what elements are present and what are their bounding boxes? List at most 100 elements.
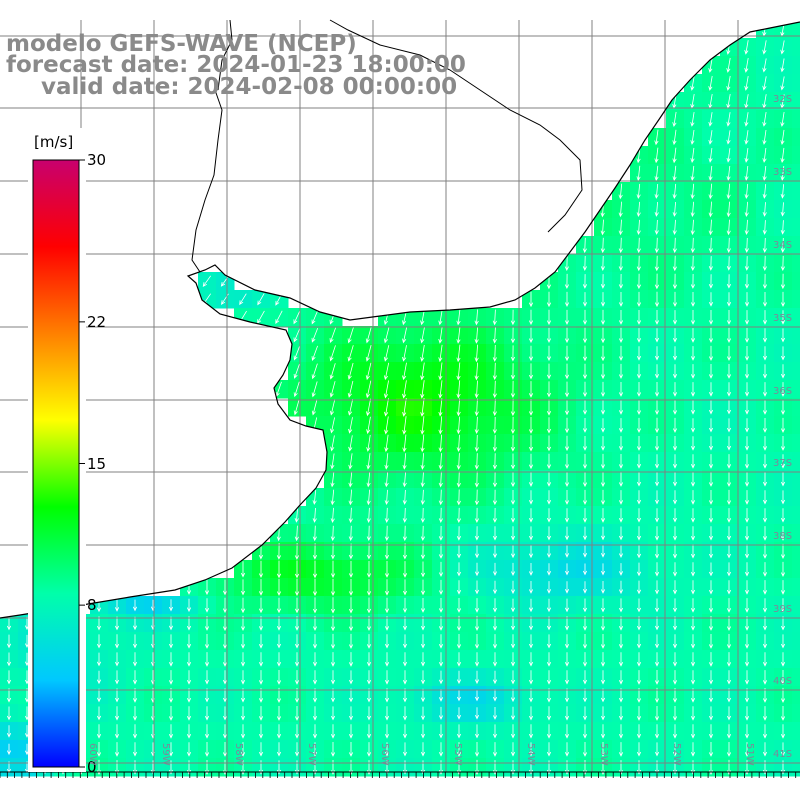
wind-arrow (384, 634, 390, 649)
wind-cell (792, 236, 800, 255)
wind-arrow (762, 400, 768, 415)
wind-arrow (348, 597, 354, 614)
wind-arrow (690, 255, 695, 272)
wind-arrow (257, 293, 265, 306)
wind-arrow (438, 525, 444, 541)
wind-arrow (762, 562, 768, 577)
wind-arrow (258, 560, 264, 579)
wind-arrow (492, 453, 498, 470)
wind-arrow (204, 688, 210, 703)
wind-arrow (438, 434, 443, 453)
wind-arrow (510, 670, 516, 685)
wind-arrow (762, 76, 767, 91)
wind-arrow (96, 652, 102, 667)
wind-arrow (618, 508, 624, 523)
wind-arrow (690, 382, 696, 397)
wind-arrow (780, 255, 785, 272)
wind-cell (792, 164, 800, 183)
wind-arrow (438, 689, 444, 702)
wind-arrow (564, 652, 570, 667)
wind-arrow (780, 202, 785, 217)
wind-arrow (311, 381, 318, 398)
wind-arrow (618, 327, 624, 344)
wind-arrow (294, 597, 300, 614)
wind-arrow (744, 219, 749, 236)
wind-arrow (330, 597, 336, 614)
wind-arrow (636, 273, 642, 290)
wind-arrow (726, 57, 731, 73)
wind-arrow (240, 742, 246, 757)
border-line (191, 89, 223, 273)
wind-arrow (132, 616, 138, 631)
wind-arrow (402, 706, 408, 721)
wind-arrow (654, 346, 660, 361)
wind-cell (792, 524, 800, 543)
wind-arrow (744, 292, 750, 307)
wind-arrow (654, 328, 660, 343)
wind-arrow (474, 670, 480, 685)
wind-arrow (726, 237, 731, 254)
longitude-label: 57W (306, 743, 317, 766)
wind-cell (792, 182, 800, 201)
wind-arrow (366, 688, 372, 703)
wind-arrow (762, 184, 767, 199)
wind-arrow (456, 580, 462, 595)
wind-arrow (654, 165, 659, 182)
wind-arrow (618, 273, 624, 289)
wind-arrow (762, 508, 768, 523)
wind-arrow (708, 256, 713, 271)
wind-arrow (636, 255, 641, 272)
wind-arrow (564, 490, 570, 505)
wind-arrow (492, 380, 497, 399)
wind-arrow (780, 399, 786, 416)
wind-arrow (618, 345, 624, 362)
wind-arrow (726, 508, 732, 523)
wind-arrow (690, 147, 695, 164)
wind-arrow (654, 616, 660, 631)
wind-arrow (366, 634, 372, 649)
title-model: modelo GEFS-WAVE (NCEP) (6, 31, 357, 57)
wind-arrow (600, 598, 606, 613)
wind-arrow (474, 652, 480, 667)
wind-arrow (204, 634, 210, 649)
wind-arrow (708, 508, 714, 523)
longitude-label: 56W (379, 743, 390, 766)
wind-arrow (636, 219, 641, 236)
wind-arrow (636, 490, 642, 505)
wind-arrow (420, 598, 426, 613)
wind-arrow (474, 598, 480, 613)
wind-arrow (672, 417, 678, 434)
wind-arrow (132, 742, 138, 757)
wind-cell (792, 398, 800, 417)
wind-arrow (438, 362, 443, 381)
wind-arrow (636, 742, 642, 757)
wind-arrow (780, 742, 786, 757)
wind-arrow (564, 545, 570, 558)
wind-arrow (726, 634, 732, 649)
wind-arrow (330, 578, 336, 597)
wind-arrow (744, 400, 750, 415)
wind-arrow (456, 670, 462, 685)
wind-arrow (348, 507, 353, 524)
wind-arrow (510, 327, 516, 344)
wind-arrow (618, 400, 624, 415)
latitude-label: 40S (773, 676, 793, 687)
wind-arrow (654, 147, 659, 164)
wind-arrow (600, 219, 605, 236)
wind-arrow (510, 398, 516, 417)
wind-arrow (438, 489, 443, 506)
wind-arrow (564, 634, 570, 649)
wind-arrow (780, 526, 786, 541)
wind-arrow (510, 345, 516, 362)
wind-arrow (348, 453, 353, 470)
wind-arrow (239, 293, 247, 306)
wind-arrow (528, 490, 534, 505)
wind-arrow (275, 310, 283, 325)
wind-arrow (114, 688, 120, 703)
wind-arrow (402, 634, 408, 649)
wind-arrow (564, 345, 570, 362)
wind-arrow (474, 562, 480, 577)
wind-arrow (492, 362, 497, 381)
wind-arrow (311, 310, 319, 325)
wind-arrow (744, 274, 750, 289)
